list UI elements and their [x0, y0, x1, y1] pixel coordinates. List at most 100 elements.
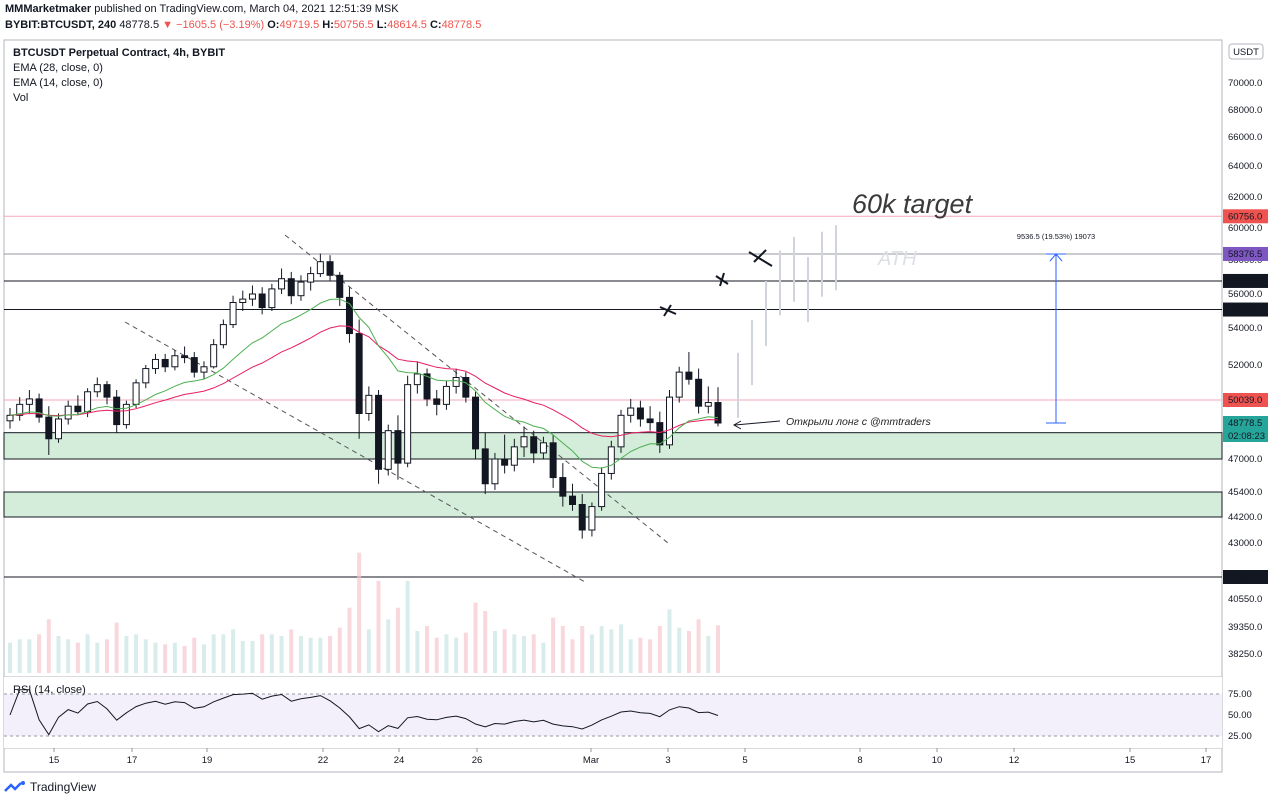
candle-body[interactable]	[229, 302, 237, 326]
candle-body[interactable]	[200, 366, 208, 373]
candle-body[interactable]	[491, 458, 499, 485]
candle-body[interactable]	[45, 416, 53, 440]
footer-brand[interactable]: TradingView	[4, 780, 96, 794]
candle-body[interactable]	[278, 278, 286, 290]
high-value: 50756.5	[333, 19, 374, 31]
candle-body[interactable]	[413, 373, 421, 386]
candle-body[interactable]	[404, 384, 412, 464]
time-tick-label: 15	[49, 755, 60, 766]
candle-body[interactable]	[171, 355, 179, 368]
candle-body[interactable]	[646, 418, 654, 424]
candle-body[interactable]	[423, 373, 431, 400]
candle-body[interactable]	[268, 288, 276, 309]
candle-body[interactable]	[530, 436, 538, 454]
candle-body[interactable]	[549, 442, 557, 479]
ema14-line[interactable]	[9, 298, 719, 469]
candle-body[interactable]	[472, 396, 480, 450]
candle-body[interactable]	[16, 403, 24, 416]
candle-body[interactable]	[394, 430, 402, 464]
candle-body[interactable]	[510, 446, 518, 466]
volume-bar	[580, 626, 585, 673]
time-tick-label: 17	[1201, 755, 1212, 766]
candle-body[interactable]	[64, 405, 72, 420]
candle-body[interactable]	[452, 376, 460, 387]
candle-body[interactable]	[181, 355, 189, 359]
candle-body[interactable]	[481, 448, 489, 485]
candle-body[interactable]	[326, 261, 334, 276]
candle-body[interactable]	[239, 298, 247, 304]
candle-body[interactable]	[93, 384, 101, 393]
volume-bar	[75, 642, 80, 673]
legend-ema28[interactable]: EMA (28, close, 0)	[13, 62, 103, 74]
candle-body[interactable]	[656, 422, 664, 446]
candle-body[interactable]	[704, 402, 712, 407]
candle-body[interactable]	[627, 407, 635, 416]
candle-body[interactable]	[442, 385, 450, 405]
price-tick-label: 40550.0	[1228, 594, 1262, 605]
candle-body[interactable]	[190, 357, 198, 373]
candle-body[interactable]	[588, 506, 596, 531]
author-name[interactable]: MMMarketmaker	[5, 3, 92, 15]
candle-body[interactable]	[714, 402, 722, 424]
ema28-line[interactable]	[9, 325, 719, 438]
candle-body[interactable]	[384, 430, 392, 470]
legend-ema14[interactable]: EMA (14, close, 0)	[13, 77, 103, 89]
volume-bar	[279, 636, 284, 673]
candle-body[interactable]	[501, 458, 509, 466]
price-tick-label: 47000.0	[1228, 454, 1262, 465]
candle-body[interactable]	[307, 273, 315, 283]
candle-body[interactable]	[122, 403, 130, 426]
candle-body[interactable]	[219, 324, 227, 346]
candle-body[interactable]	[666, 396, 674, 446]
trendline-lower[interactable]	[124, 321, 586, 583]
candle-body[interactable]	[598, 472, 606, 508]
candle-body[interactable]	[6, 414, 14, 422]
candle-body[interactable]	[559, 477, 567, 497]
volume-bar	[318, 637, 323, 673]
rsi-line[interactable]	[9, 689, 719, 736]
candle-body[interactable]	[569, 495, 577, 505]
candle-body[interactable]	[462, 376, 470, 398]
candle-body[interactable]	[210, 344, 218, 368]
candle-body[interactable]	[287, 278, 295, 297]
candle-body[interactable]	[74, 405, 82, 413]
volume-bar	[95, 642, 100, 673]
candle-body[interactable]	[35, 398, 43, 418]
candle-body[interactable]	[132, 382, 140, 405]
rsi-legend[interactable]: RSI (14, close)	[13, 684, 86, 696]
candle-body[interactable]	[248, 293, 256, 300]
time-tick-label: 17	[127, 755, 138, 766]
candle-body[interactable]	[375, 394, 383, 470]
candle-body[interactable]	[25, 398, 33, 405]
volume-bar	[492, 631, 497, 673]
volume-bar	[124, 636, 129, 673]
candle-body[interactable]	[84, 391, 92, 413]
candle-body[interactable]	[258, 293, 266, 309]
candle-body[interactable]	[675, 371, 683, 398]
legend-vol[interactable]: Vol	[13, 92, 29, 104]
candle-body[interactable]	[365, 394, 373, 414]
candle-body[interactable]	[316, 261, 324, 275]
close-label: C:	[429, 19, 442, 31]
candle-body[interactable]	[607, 446, 615, 474]
candle-body[interactable]	[520, 436, 528, 448]
candle-body[interactable]	[151, 358, 159, 370]
candle-body[interactable]	[617, 414, 625, 448]
candle-body[interactable]	[54, 418, 62, 440]
candle-body[interactable]	[695, 378, 703, 407]
candle-body[interactable]	[539, 442, 547, 454]
candle-body[interactable]	[355, 333, 363, 414]
candle-body[interactable]	[345, 296, 353, 335]
currency-badge[interactable]	[1228, 43, 1264, 60]
candle-body[interactable]	[336, 274, 344, 298]
candle-body[interactable]	[142, 368, 150, 384]
candle-body[interactable]	[297, 281, 305, 297]
candle-body[interactable]	[685, 371, 693, 380]
candle-body[interactable]	[636, 407, 644, 420]
volume-bar	[531, 634, 536, 673]
candle-body[interactable]	[161, 358, 169, 368]
candle-body[interactable]	[578, 504, 586, 531]
candle-body[interactable]	[103, 384, 111, 398]
candle-body[interactable]	[433, 398, 441, 405]
